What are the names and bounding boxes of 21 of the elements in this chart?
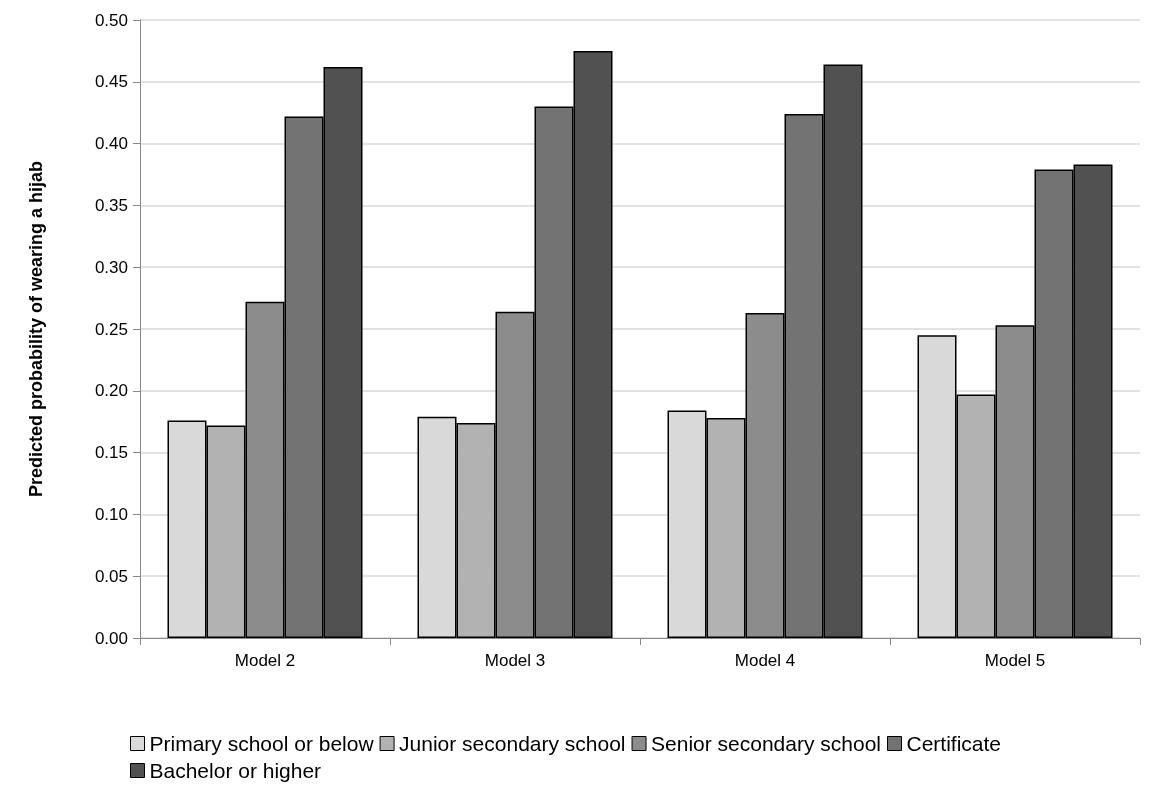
legend-label: Primary school or below (149, 732, 375, 755)
legend-label: Certificate (906, 732, 1002, 755)
y-tick-label: 0.10 (94, 504, 128, 524)
y-tick-label: 0.45 (94, 72, 128, 92)
legend-label: Junior secondary school (399, 732, 626, 755)
y-tick-label: 0.20 (94, 381, 128, 401)
y-tick-label: 0.00 (94, 628, 128, 648)
x-tick-label: Model 2 (234, 651, 296, 670)
x-tick-label: Model 4 (734, 651, 796, 670)
y-tick-label: 0.35 (94, 195, 128, 215)
x-tick-label: Model 3 (484, 651, 546, 670)
y-tick-label: 0.50 (94, 10, 128, 30)
y-tick-label: 0.15 (94, 443, 128, 463)
x-tick-label: Model 5 (984, 651, 1046, 670)
y-axis-title: Predicted probability of wearing a hijab (26, 160, 46, 498)
y-tick-label: 0.25 (94, 319, 128, 339)
y-tick-label: 0.30 (94, 257, 128, 277)
legend-label: Bachelor or higher (149, 759, 322, 782)
legend-label: Senior secondary school (651, 732, 881, 755)
y-tick-label: 0.05 (94, 566, 128, 586)
y-tick-label: 0.40 (94, 134, 128, 154)
